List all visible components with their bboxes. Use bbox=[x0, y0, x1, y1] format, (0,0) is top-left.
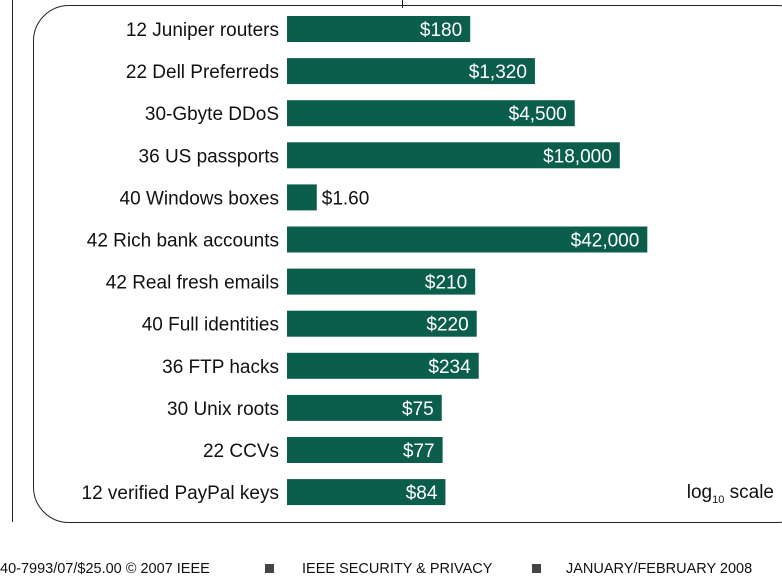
bar bbox=[287, 268, 476, 295]
chart-frame bbox=[33, 5, 782, 523]
bar-chart: 12 Juniper routers $180 22 Dell Preferreds… bbox=[82, 16, 648, 506]
value-label: $75 bbox=[402, 399, 434, 420]
bar bbox=[287, 58, 535, 85]
category-label: 40 Full identities bbox=[142, 315, 279, 336]
bar bbox=[287, 16, 471, 42]
category-label: 12 Juniper routers bbox=[126, 20, 279, 41]
scale-note: log10 scale bbox=[687, 482, 774, 506]
value-label: $1,320 bbox=[469, 62, 527, 83]
value-label: $220 bbox=[426, 315, 468, 336]
square-bullet-icon bbox=[532, 564, 541, 573]
category-label: 30-Gbyte DDoS bbox=[145, 104, 279, 125]
category-label: 36 FTP hacks bbox=[162, 357, 279, 378]
value-label: $234 bbox=[428, 357, 471, 378]
value-label: $1.60 bbox=[322, 188, 370, 209]
scale-note-prefix: log bbox=[686, 482, 713, 503]
bar bbox=[287, 100, 575, 127]
value-label: $18,000 bbox=[543, 146, 612, 167]
square-bullet-icon bbox=[265, 564, 274, 573]
category-label: 40 Windows boxes bbox=[120, 188, 279, 209]
category-label: 12 verified PayPal keys bbox=[82, 483, 280, 504]
value-label: $42,000 bbox=[571, 231, 640, 252]
footer-date: JANUARY/FEBRUARY 2008 bbox=[566, 561, 753, 577]
value-label: $210 bbox=[425, 273, 467, 294]
value-label: $77 bbox=[403, 441, 435, 462]
value-label: $4,500 bbox=[509, 104, 567, 125]
category-label: 22 Dell Preferreds bbox=[126, 62, 279, 83]
bar bbox=[287, 352, 479, 379]
category-label: 42 Rich bank accounts bbox=[87, 231, 279, 252]
bar bbox=[287, 479, 446, 506]
category-label: 30 Unix roots bbox=[167, 399, 279, 420]
column-divider-left bbox=[12, 0, 13, 522]
footer-code: 40-7993/07/$25.00 © 2007 IEEE bbox=[0, 561, 210, 577]
category-label: 22 CCVs bbox=[203, 441, 279, 462]
bar bbox=[287, 394, 442, 421]
bar bbox=[287, 310, 477, 337]
footer-publication: IEEE SECURITY & PRIVACY bbox=[302, 561, 493, 577]
column-divider-top bbox=[402, 0, 403, 8]
bar bbox=[287, 142, 620, 169]
scale-note-sub: 10 bbox=[712, 493, 725, 506]
bar bbox=[287, 437, 443, 463]
scale-note-suffix: scale bbox=[724, 482, 774, 503]
value-label: $180 bbox=[420, 20, 462, 41]
bar bbox=[287, 226, 648, 253]
category-label: 36 US passports bbox=[139, 146, 279, 167]
value-label: $84 bbox=[406, 483, 438, 504]
page-footer: 40-7993/07/$25.00 © 2007 IEEE IEEE SECUR… bbox=[0, 561, 782, 581]
category-label: 42 Real fresh emails bbox=[106, 273, 279, 294]
bar bbox=[287, 184, 317, 211]
